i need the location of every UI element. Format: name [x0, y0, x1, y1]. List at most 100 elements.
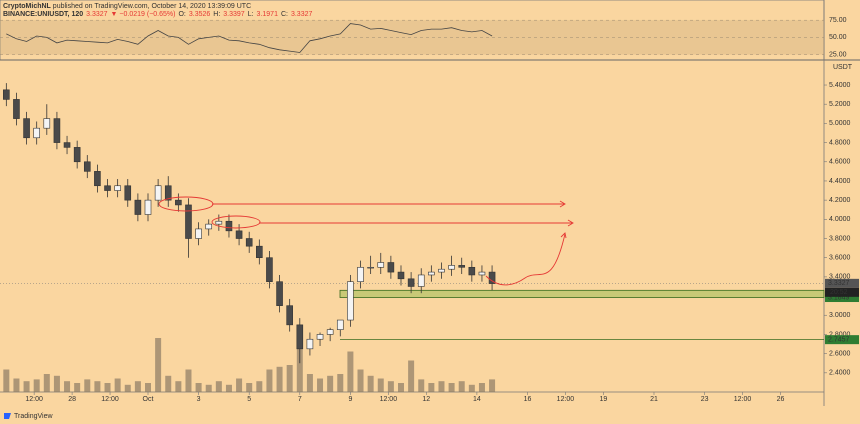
rsi-tick-label: 25.00 [829, 51, 847, 58]
candle-body [438, 268, 445, 273]
candle-body [83, 161, 91, 172]
candle-body [276, 281, 283, 306]
candle-body [43, 118, 51, 129]
candle-body [104, 185, 111, 191]
rsi-tick-label: 75.00 [829, 17, 847, 24]
volume-bar [438, 381, 445, 392]
x-tick-label: 12:00 [25, 396, 43, 403]
quote-part: 3.3327 [291, 11, 313, 18]
x-tick-label: 26 [777, 396, 785, 403]
y-tick-label: 4.0000 [829, 216, 851, 223]
quote-part: 3.3397 [223, 11, 245, 18]
volume-bar [134, 381, 141, 392]
volume-bar [387, 381, 394, 392]
x-tick-label: 23 [701, 396, 709, 403]
rsi-tick-label: 50.00 [829, 34, 847, 41]
annotation-arrowhead [559, 200, 566, 208]
annotation-ellipse [211, 215, 261, 229]
candle-body [205, 223, 213, 230]
candle-body [326, 329, 334, 335]
candle-body [235, 230, 243, 239]
quote-part: H: [213, 11, 220, 18]
rsi-band [0, 20, 824, 55]
annotations [158, 196, 574, 286]
support-zone [339, 289, 825, 298]
volume-bar [448, 383, 455, 392]
y-tick-label: 3.6000 [829, 255, 851, 262]
x-tick-label: 21 [650, 396, 658, 403]
candle-body [468, 266, 476, 276]
rsi-line [6, 23, 493, 53]
volume-bar [276, 366, 283, 392]
candle-body [296, 324, 304, 350]
volume-bar [195, 383, 202, 392]
quote-part: 3.3526 [189, 11, 211, 18]
candle-body [417, 274, 425, 287]
candle-body [458, 265, 466, 268]
x-tick-label: 12:00 [557, 396, 575, 403]
quote-part: 3.1971 [257, 11, 279, 18]
volume-bar [478, 383, 485, 392]
y-tick-label: 3.4000 [829, 274, 851, 281]
candle-body [134, 199, 142, 215]
volume-bar [468, 384, 475, 392]
candle-body [154, 185, 162, 201]
volume-bar [3, 369, 10, 392]
quote-part: C: [281, 11, 288, 18]
countdown-box [825, 287, 859, 297]
x-tick-label: 12:00 [734, 396, 752, 403]
candle-body [3, 89, 10, 100]
x-tick-label: 5 [247, 396, 251, 403]
price-label-box [825, 278, 859, 288]
candle-body [428, 271, 435, 276]
volume-bar [64, 381, 71, 392]
volume-bar [33, 379, 40, 392]
volume-bar [155, 338, 162, 392]
candle-body [225, 220, 233, 232]
candle-body [407, 278, 415, 287]
volume-bar [23, 381, 30, 392]
candle-body [286, 305, 293, 326]
volume-bar [408, 360, 415, 392]
symbol: BINANCE:UNIUSDT, 120 [3, 11, 83, 18]
publisher: CryptoMichNL [3, 3, 52, 10]
volume-bar [225, 384, 232, 392]
candle-body [164, 185, 172, 201]
price-label: 3.3327 [828, 280, 850, 287]
header-line: CryptoMichNL published on TradingView.co… [3, 3, 251, 10]
y-tick-label: 5.0000 [829, 120, 851, 127]
x-tick-label: 7 [298, 396, 302, 403]
annotation-path [485, 233, 566, 286]
volume-bar [377, 378, 384, 392]
candle-body [397, 271, 405, 280]
volume-bar [418, 379, 425, 392]
candle-body [478, 271, 486, 276]
x-tick-label: 19 [599, 396, 607, 403]
candle-body [367, 266, 374, 269]
volume-bar [185, 369, 192, 392]
price-label-box [825, 335, 859, 345]
y-tick-label: 4.6000 [829, 159, 851, 166]
footer: TradingView [4, 413, 53, 420]
published: published on TradingView.com, October 14… [53, 3, 251, 10]
volume-bar [458, 381, 465, 392]
unit-label: USDT [833, 64, 853, 71]
y-tick-label: 5.4000 [829, 82, 851, 89]
candle-body [175, 199, 182, 206]
candle-body [23, 118, 30, 139]
volume-bar [347, 351, 354, 392]
candle-body [448, 265, 455, 270]
volume-bar [357, 369, 364, 392]
candle-body [316, 334, 324, 340]
y-tick-label: 2.4000 [829, 370, 851, 377]
quote-part: 3.3327 [86, 11, 108, 18]
x-tick-label: 12:00 [101, 396, 119, 403]
volume-bar [13, 378, 20, 392]
x-tick-label: 14 [473, 396, 481, 403]
volume-bar [74, 383, 81, 392]
footer-text: TradingView [14, 413, 53, 420]
volume-bar [94, 381, 101, 392]
price-label-box [825, 293, 859, 303]
x-tick-label: 12:00 [380, 396, 398, 403]
y-tick-label: 4.4000 [829, 178, 851, 185]
